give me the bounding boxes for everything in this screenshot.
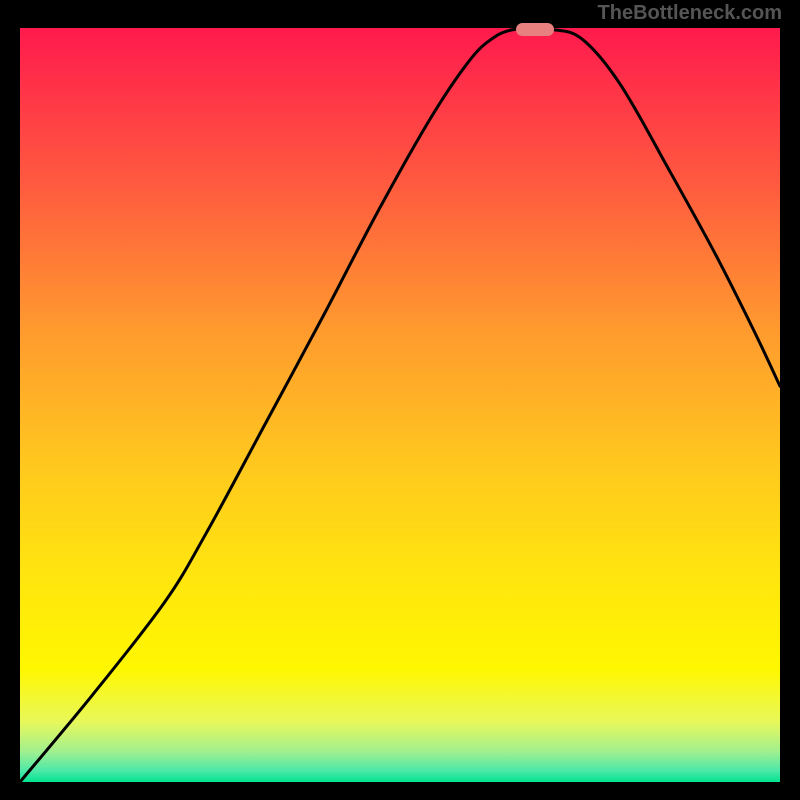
gradient-background — [20, 28, 780, 782]
plot-svg — [20, 28, 780, 782]
plot-area — [20, 28, 780, 782]
optimum-marker — [516, 23, 554, 37]
watermark-text: TheBottleneck.com — [598, 2, 782, 25]
